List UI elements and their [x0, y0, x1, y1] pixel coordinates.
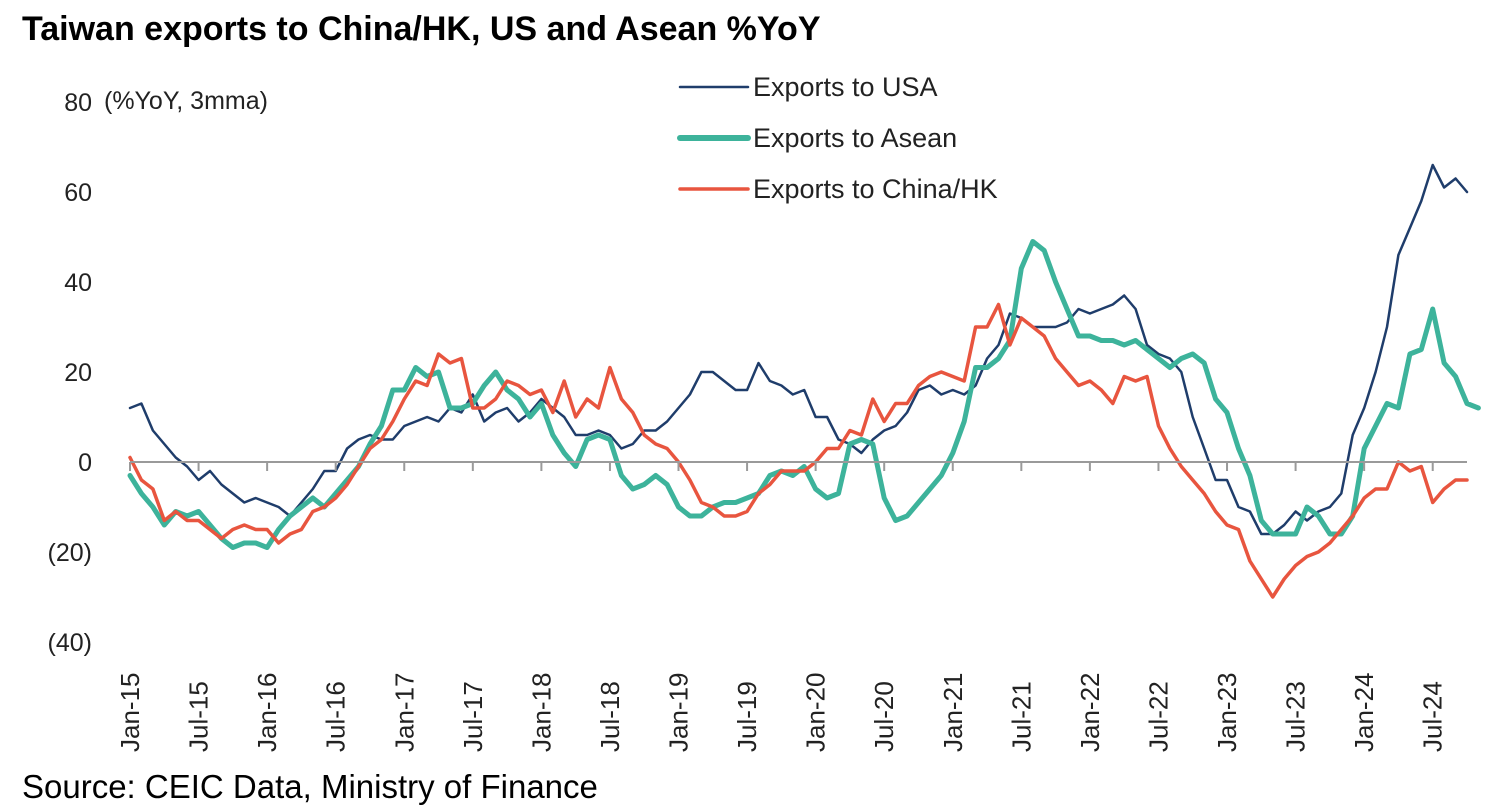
- x-tick-label: Jul-16: [321, 681, 351, 752]
- x-tick-label: Jan-18: [526, 673, 556, 753]
- source-note: Source: CEIC Data, Ministry of Finance: [22, 768, 598, 805]
- chart-title: Taiwan exports to China/HK, US and Asean…: [22, 10, 821, 48]
- x-tick-label: Jul-18: [595, 681, 625, 752]
- y-tick-label: 40: [64, 269, 92, 297]
- x-tick-label: Jan-16: [252, 673, 282, 753]
- series-line-3: [128, 302, 1469, 599]
- x-tick-label: Jul-23: [1281, 681, 1311, 752]
- y-unit-label: (%YoY, 3mma): [104, 87, 268, 115]
- y-tick-label: (40): [48, 629, 92, 657]
- x-tick-label: Jul-15: [184, 681, 214, 752]
- x-tick-label: Jan-23: [1212, 673, 1242, 753]
- y-tick-label: 20: [64, 359, 92, 387]
- x-tick-label: Jan-17: [389, 673, 419, 753]
- x-tick-label: Jan-20: [801, 673, 831, 753]
- y-tick-label: 60: [64, 179, 92, 207]
- y-tick-label: (20): [48, 539, 92, 567]
- x-tick-label: Jan-22: [1075, 673, 1105, 753]
- x-axis: Jan-15 Jul-15 Jan-16 Jul-16 Jan-17 Jul-17 Jan-…: [115, 462, 1448, 752]
- legend-label: Exports to China/HK: [753, 174, 998, 204]
- x-tick-label: Jul-20: [869, 681, 899, 752]
- x-tick-label: Jan-15: [115, 673, 145, 753]
- y-tick-label: 0: [78, 449, 92, 477]
- x-tick-label: Jul-17: [458, 681, 488, 752]
- series-lines: [127, 163, 1481, 599]
- y-tick-label: 80: [64, 89, 92, 117]
- x-tick-label: Jan-19: [664, 673, 694, 753]
- legend-label: Exports to USA: [753, 72, 938, 102]
- series-line-1: [128, 163, 1469, 536]
- legend-label: Exports to Asean: [753, 123, 957, 153]
- legend: Exports to USA Exports to Asean Exports to…: [677, 72, 998, 204]
- y-axis: 80 60 40 20 0 (20) (40): [48, 89, 92, 657]
- x-tick-label: Jan-24: [1349, 673, 1379, 753]
- x-tick-label: Jul-24: [1418, 681, 1448, 752]
- x-tick-label: Jul-21: [1006, 681, 1036, 752]
- x-tick-label: Jul-19: [732, 681, 762, 752]
- x-tick-label: Jul-22: [1143, 681, 1173, 752]
- x-tick-label: Jan-21: [938, 672, 968, 752]
